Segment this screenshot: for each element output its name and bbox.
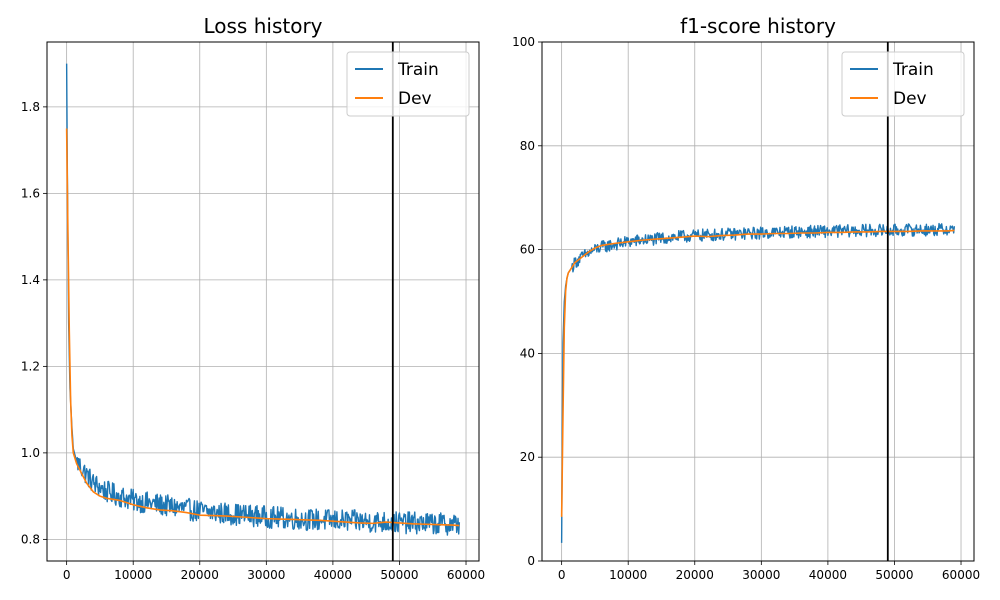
f1-y-tick-label: 0 <box>527 554 535 568</box>
loss-chart: 0 10000 20000 30000 40000 50000 60000 0.8 1.0 1.2… <box>21 14 485 582</box>
f1-x-tick-label: 10000 <box>609 568 647 582</box>
loss-x-tick-label: 10000 <box>114 568 152 582</box>
f1-x-tick-label: 20000 <box>676 568 714 582</box>
loss-plot-area <box>65 42 461 561</box>
loss-x-tick-label: 60000 <box>447 568 485 582</box>
f1-x-tick-label: 30000 <box>742 568 780 582</box>
loss-legend-label-dev: Dev <box>398 89 432 109</box>
loss-y-tick-label: 1.8 <box>21 100 40 114</box>
f1-series-train-line <box>560 222 956 543</box>
loss-y-tick-label: 1.2 <box>21 359 40 373</box>
loss-legend: Train Dev <box>346 51 470 117</box>
loss-series-dev-line <box>65 128 460 527</box>
f1-x-tick-label: 50000 <box>875 568 913 582</box>
f1-series-dev-line <box>560 229 955 517</box>
f1-plot-area <box>560 42 956 561</box>
f1-y-tick-label: 40 <box>520 346 535 360</box>
loss-y-tick-label: 1.4 <box>21 273 40 287</box>
f1-x-tick-label: 40000 <box>809 568 847 582</box>
f1-legend-label-dev: Dev <box>893 89 927 109</box>
f1-x-tick-label: 60000 <box>942 568 980 582</box>
loss-x-tick-label: 50000 <box>380 568 418 582</box>
f1-legend: Train Dev <box>841 51 965 117</box>
loss-y-tick-label: 0.8 <box>21 532 40 546</box>
loss-chart-title: Loss history <box>203 14 322 38</box>
loss-x-tick-label: 20000 <box>181 568 219 582</box>
loss-x-tick-label: 0 <box>63 568 71 582</box>
f1-x-tick-label: 0 <box>558 568 566 582</box>
f1-y-tick-label: 100 <box>512 35 535 49</box>
loss-y-tick-label: 1.6 <box>21 186 40 200</box>
f1-y-tick-label: 20 <box>520 450 535 464</box>
f1-axes-frame <box>541 41 975 562</box>
loss-x-tick-label: 30000 <box>247 568 285 582</box>
f1-legend-label-train: Train <box>892 60 934 80</box>
f1-y-tick-label: 60 <box>520 243 535 257</box>
f1-y-tick-label: 80 <box>520 139 535 153</box>
loss-axes-frame <box>46 41 480 562</box>
loss-legend-label-train: Train <box>397 60 439 80</box>
f1-chart-title: f1-score history <box>680 14 836 38</box>
loss-y-tick-label: 1.0 <box>21 446 40 460</box>
loss-x-tick-label: 40000 <box>314 568 352 582</box>
f1-chart: 0 10000 20000 30000 40000 50000 60000 0 20 40 60 80… <box>512 14 980 582</box>
